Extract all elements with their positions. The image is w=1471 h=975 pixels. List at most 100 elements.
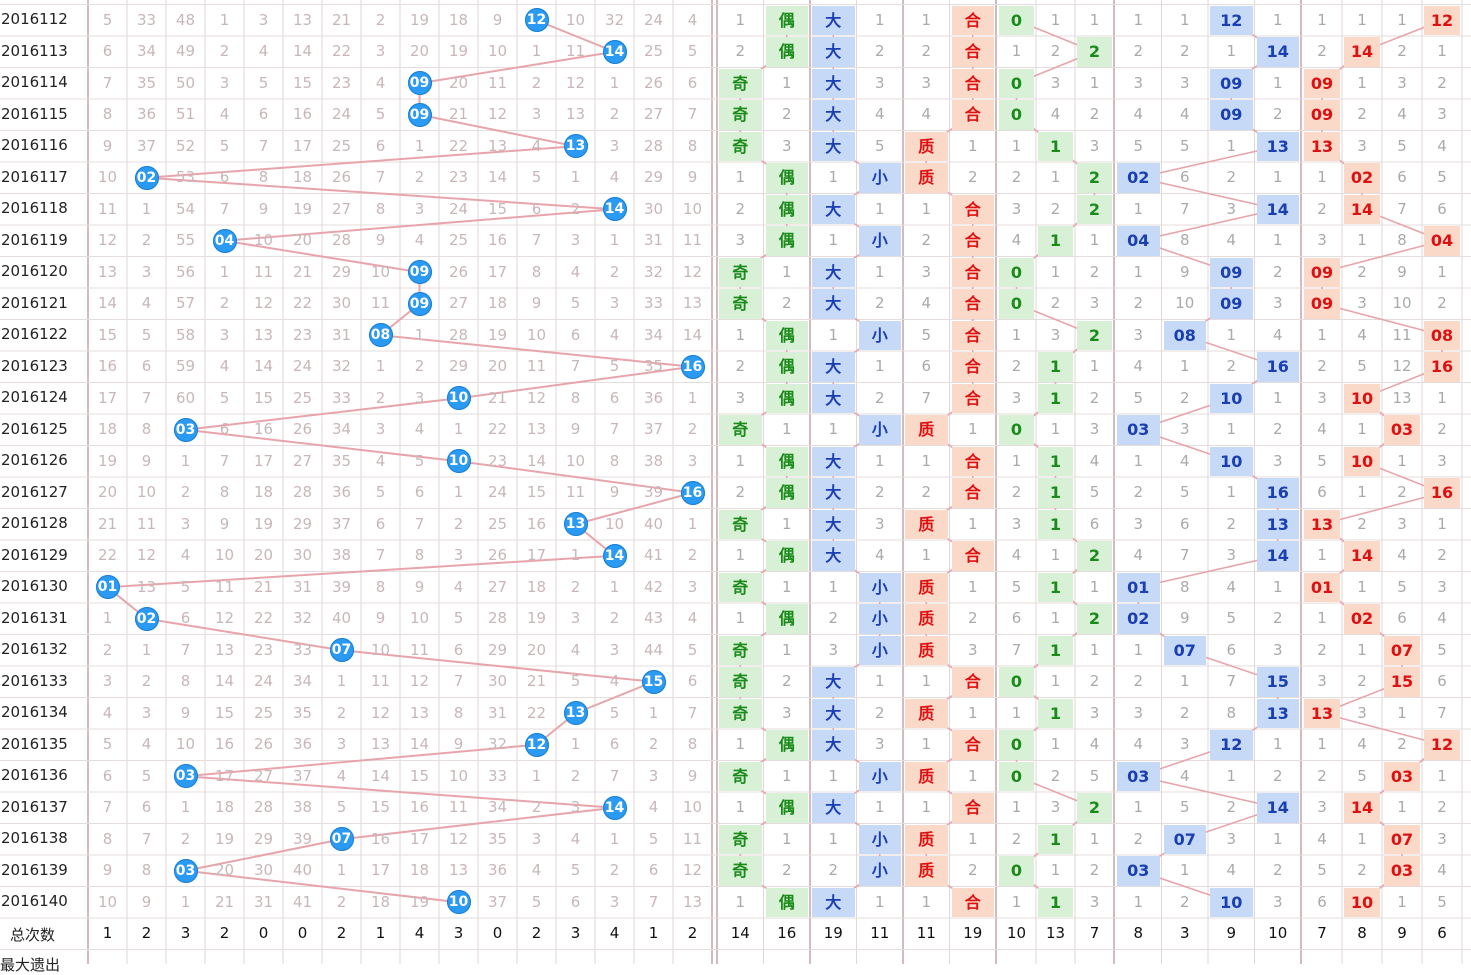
omission-value: 39: [292, 829, 313, 848]
position-omission: 3: [1272, 451, 1283, 470]
omission-value: 52: [175, 136, 196, 155]
position-omission: 8: [1226, 703, 1237, 722]
position-omission: 2: [1133, 829, 1144, 848]
omission-value: 1: [687, 514, 698, 533]
omission-value: 18: [487, 294, 508, 313]
omission-value: 22: [448, 136, 469, 155]
attr-omission: 1: [921, 10, 932, 29]
attr-omission: 2: [874, 388, 885, 407]
position-omission: 3: [1226, 546, 1237, 565]
omission-value: 27: [331, 199, 352, 218]
omission-value: 1: [609, 231, 620, 250]
attr-hit-prime: 质: [905, 163, 948, 193]
tail-omission: 1: [1317, 546, 1327, 565]
attr-hit-big: 大: [812, 5, 855, 35]
tail-omission: 7: [1397, 199, 1407, 218]
attr-omission: 3: [781, 136, 792, 155]
position-hit: 14: [1256, 194, 1299, 224]
issue-label: 2016114: [1, 73, 68, 92]
tail-hit: 08: [1424, 320, 1460, 350]
omission-value: 4: [258, 42, 269, 61]
attr-omission: 3: [828, 640, 839, 659]
position-omission: 4: [1133, 105, 1144, 124]
omission-value: 7: [102, 798, 113, 817]
omission-value: 9: [687, 766, 698, 785]
trend-line-number: [575, 680, 654, 715]
attr-hit-road: 1: [1038, 478, 1073, 508]
attr-hit-big: 大: [812, 194, 855, 224]
omission-value: 2: [102, 640, 113, 659]
issue-label: 2016119: [1, 230, 68, 249]
position-omission: 2: [1179, 703, 1190, 722]
omission-value: 16: [253, 420, 274, 439]
omission-value: 3: [375, 420, 386, 439]
summary-count: 16: [777, 924, 797, 942]
tail-hit: 02: [1344, 604, 1380, 634]
omission-value: 6: [102, 42, 113, 61]
omission-value: 2: [141, 231, 152, 250]
attr-hit-odd: 偶: [765, 37, 808, 67]
omission-value: 2: [570, 766, 581, 785]
tail-omission: 5: [1357, 357, 1367, 376]
attr-omission: 3: [1089, 703, 1100, 722]
attr-omission: 2: [781, 105, 792, 124]
omission-value: 6: [570, 325, 581, 344]
position-hit: 13: [1256, 698, 1299, 728]
omission-value: 14: [487, 168, 508, 187]
attr-omission: 1: [967, 703, 978, 722]
attr-hit-road: 2: [1077, 194, 1112, 224]
omission-value: 8: [141, 861, 152, 880]
omission-value: 13: [448, 861, 469, 880]
tail-omission: 2: [1317, 42, 1327, 61]
drawn-number-ball: 10: [446, 890, 471, 915]
omission-value: 7: [531, 231, 542, 250]
attr-omission: 1: [735, 735, 746, 754]
summary-count: 7: [1317, 924, 1327, 942]
tail-omission: 1: [1317, 609, 1327, 628]
drawn-number-ball: 07: [329, 827, 354, 852]
omission-value: 18: [370, 892, 391, 911]
omission-value: 7: [687, 703, 698, 722]
attr-hit-big: 大: [812, 541, 855, 571]
omission-value: 9: [375, 231, 386, 250]
omission-value: 11: [370, 672, 391, 691]
attr-hit-prime: 质: [905, 572, 948, 602]
omission-value: 36: [292, 735, 313, 754]
attr-omission: 1: [735, 10, 746, 29]
tail-omission: 2: [1397, 735, 1407, 754]
omission-value: 10: [565, 451, 586, 470]
omission-value: 22: [487, 420, 508, 439]
attr-hit-odd: 偶: [765, 541, 808, 571]
tail-hit: 13: [1304, 509, 1340, 539]
summary-count: 6: [1437, 924, 1447, 942]
tail-omission: 2: [1437, 73, 1447, 92]
omission-value: 11: [253, 262, 274, 281]
position-omission: 3: [1133, 73, 1144, 92]
tail-hit: 09: [1304, 68, 1340, 98]
attr-hit-big: 大: [812, 509, 855, 539]
attr-omission: 1: [735, 546, 746, 565]
trend-line-number: [146, 617, 342, 652]
summary-count: 13: [1045, 924, 1066, 942]
attr-omission: 2: [1050, 199, 1061, 218]
omission-value: 11: [487, 73, 508, 92]
attr-omission: 1: [1050, 861, 1061, 880]
attr-omission: 1: [1089, 10, 1100, 29]
omission-value: 17: [370, 861, 391, 880]
omission-value: 8: [570, 388, 581, 407]
attr-hit-road: 1: [1038, 509, 1073, 539]
omission-value: 8: [414, 546, 425, 565]
tail-hit: 07: [1384, 824, 1420, 854]
omission-value: 13: [253, 325, 274, 344]
omission-value: 10: [214, 546, 235, 565]
position-omission: 7: [1226, 672, 1237, 691]
omission-value: 1: [180, 451, 191, 470]
attr-omission: 3: [967, 640, 978, 659]
omission-value: 2: [219, 294, 230, 313]
omission-value: 35: [292, 703, 313, 722]
attr-hit-big: 大: [812, 730, 855, 760]
omission-value: 24: [487, 483, 508, 502]
attr-omission: 2: [874, 294, 885, 313]
omission-value: 32: [487, 735, 508, 754]
attr-hit-odd: 偶: [765, 887, 808, 917]
